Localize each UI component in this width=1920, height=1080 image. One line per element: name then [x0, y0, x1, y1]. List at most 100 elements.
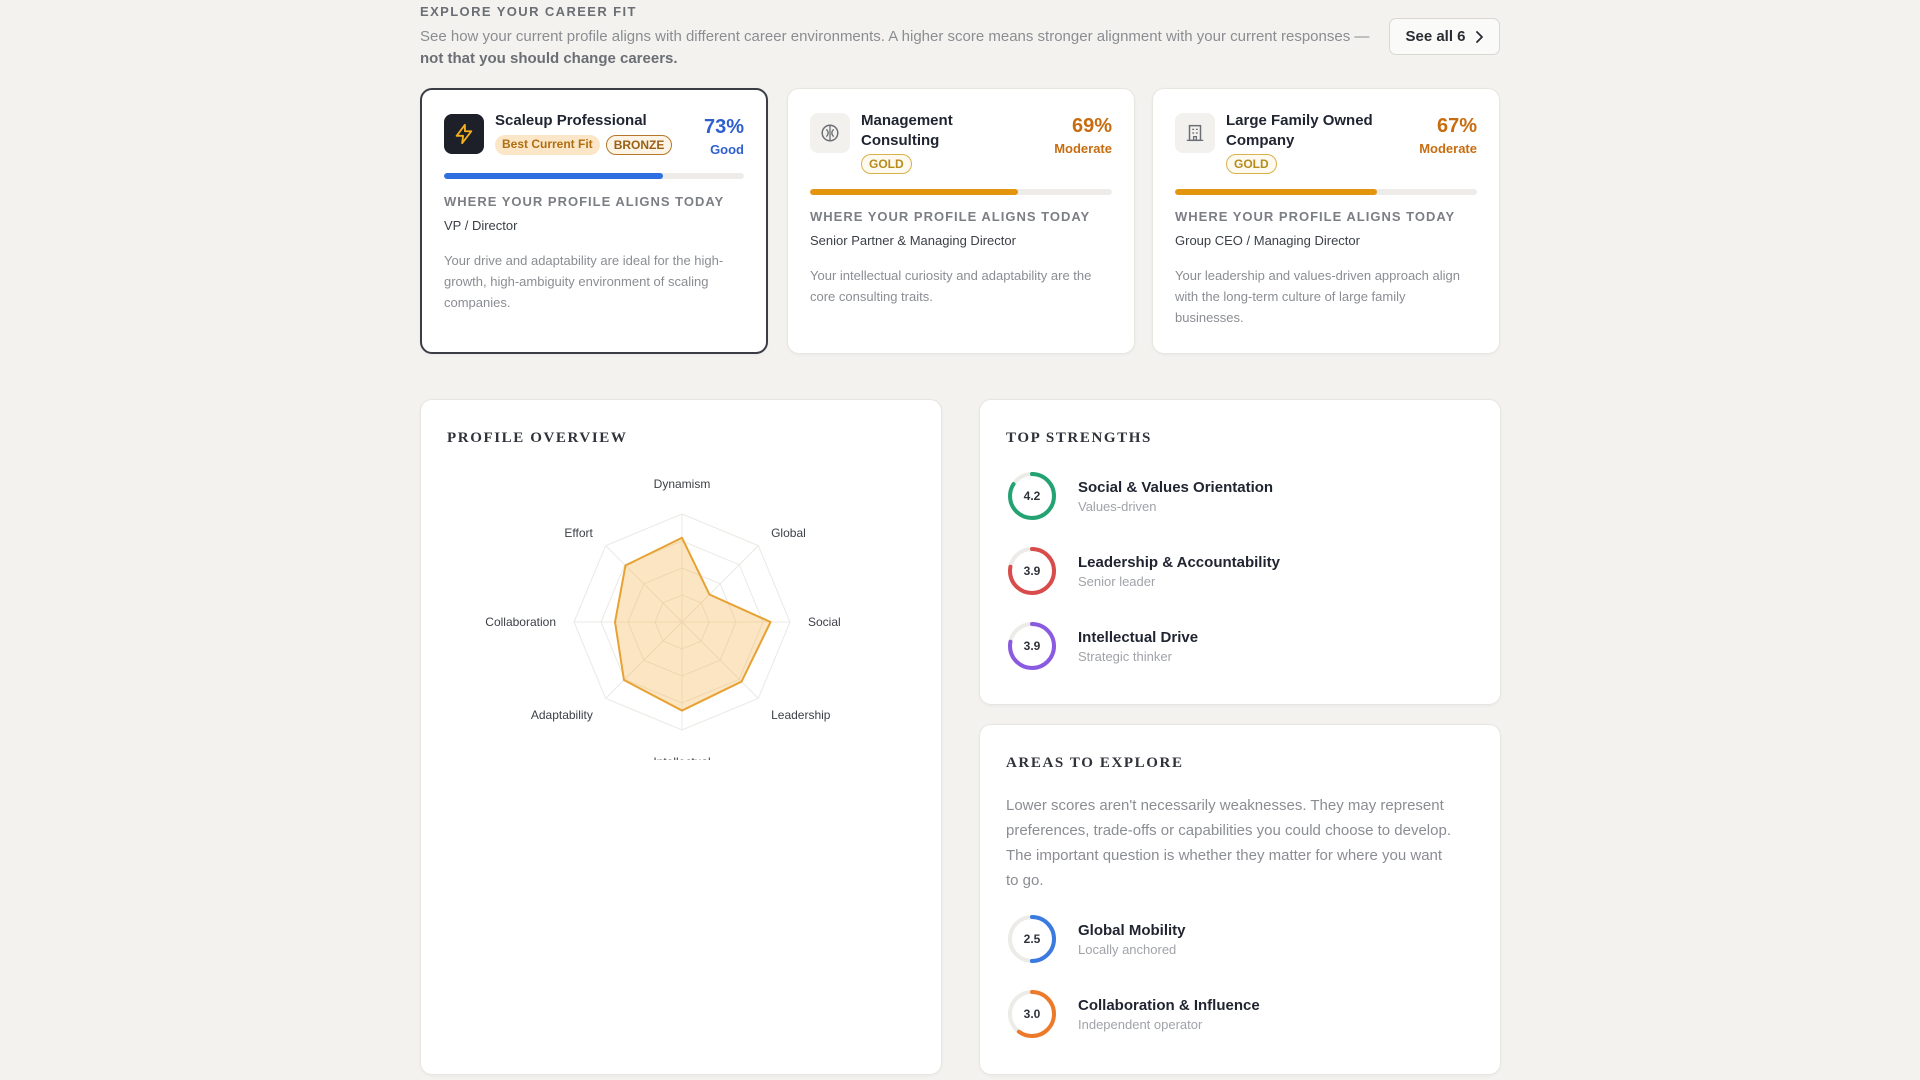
panel-heading: AREAS TO EXPLORE [1006, 755, 1184, 771]
radar-spoke [681, 545, 759, 623]
card-title: Scaleup Professional [495, 112, 647, 129]
radar-spoke [605, 545, 683, 623]
career-card-family-company[interactable]: Large Family Owned Company GOLD 67% Mode… [1152, 88, 1500, 354]
section-label: EXPLORE YOUR CAREER FIT [420, 4, 637, 19]
card-rating: Moderate [1054, 141, 1112, 156]
panel-heading: PROFILE OVERVIEW [447, 430, 628, 446]
intro-text-bold: not that you should change careers. [420, 50, 678, 67]
radar-spoke [681, 621, 759, 699]
strength-item: 3.9 Leadership & Accountability Senior le… [1006, 545, 1280, 597]
see-all-label: See all 6 [1405, 28, 1466, 45]
fit-progress-bar [444, 173, 744, 179]
item-text: Social & Values Orientation Values-driven [1078, 478, 1273, 515]
fit-progress-fill [1175, 189, 1378, 195]
card-badges: GOLD [1226, 154, 1277, 174]
card-role: Senior Partner & Managing Director [810, 233, 1016, 248]
score-value: 3.9 [1023, 639, 1041, 653]
explore-item: 2.5 Global Mobility Locally anchored [1006, 913, 1186, 965]
intro-text: See how your current profile aligns with… [420, 26, 1390, 70]
explore-item: 3.0 Collaboration & Influence Independent… [1006, 988, 1260, 1040]
fit-progress-fill [444, 173, 663, 179]
fit-progress-bar [810, 189, 1112, 195]
card-description: Your leadership and values-driven approa… [1175, 268, 1460, 325]
tier-badge: BRONZE [605, 135, 673, 155]
radar-axis-label: Leadership [771, 708, 831, 722]
aligns-label: WHERE YOUR PROFILE ALIGNS TODAY [810, 209, 1091, 224]
item-text: Collaboration & Influence Independent ope… [1078, 996, 1260, 1033]
radar-axis-label: Collaboration [485, 615, 556, 629]
item-text: Global Mobility Locally anchored [1078, 921, 1186, 958]
card-percent: 67% [1436, 115, 1477, 137]
item-name: Social & Values Orientation [1078, 478, 1274, 496]
card-description: Your drive and adaptability are ideal fo… [444, 253, 724, 310]
card-rating: Good [710, 142, 744, 157]
card-title: Management Consulting [861, 112, 953, 149]
radar-axis-label: Social [808, 615, 841, 629]
score-value: 3.0 [1023, 1007, 1041, 1021]
see-all-button[interactable]: See all 6 [1389, 18, 1500, 55]
ring-fill [1008, 990, 1056, 1038]
radar-axis-label: Global [771, 526, 806, 540]
areas-to-explore-panel: AREAS TO EXPLORE Lower scores aren't nec… [979, 724, 1501, 1075]
brain-icon [810, 113, 850, 153]
tier-badge: GOLD [1226, 154, 1277, 174]
radar-profile-shape [614, 536, 772, 712]
card-rating: Moderate [1419, 141, 1477, 156]
card-title: Large Family Owned Company [1226, 112, 1373, 149]
card-badges: Best Current Fit BRONZE [495, 135, 673, 155]
top-strengths-panel: TOP STRENGTHS 4.2 Social & Values Orient… [979, 399, 1501, 705]
tier-badge: GOLD [861, 154, 912, 174]
score-ring: 2.5 [1006, 913, 1058, 965]
fit-progress-bar [1175, 189, 1477, 195]
score-ring: 3.0 [1006, 988, 1058, 1040]
career-card-scaleup[interactable]: Scaleup Professional Best Current Fit BR… [420, 88, 768, 354]
card-role: VP / Director [444, 218, 518, 233]
profile-overview-panel: PROFILE OVERVIEW Dynamism Global Social Lea… [420, 399, 942, 1075]
score-value: 4.2 [1023, 489, 1041, 503]
radar-axis-label: Adaptability [531, 708, 593, 722]
panel-heading: TOP STRENGTHS [1006, 430, 1152, 446]
item-name: Collaboration & Influence [1078, 996, 1260, 1014]
score-ring: 3.9 [1006, 545, 1058, 597]
ring-fill [1008, 547, 1056, 595]
aligns-label: WHERE YOUR PROFILE ALIGNS TODAY [1175, 209, 1456, 224]
item-name: Intellectual Drive [1078, 628, 1199, 646]
fit-progress-fill [810, 189, 1019, 195]
item-subtitle: Independent operator [1078, 1016, 1203, 1032]
item-subtitle: Senior leader [1078, 573, 1156, 589]
radar-axis-label: Dynamism [654, 477, 711, 491]
strength-item: 3.9 Intellectual Drive Strategic thinker [1006, 620, 1198, 672]
item-text: Leadership & Accountability Senior leader [1078, 553, 1280, 590]
card-percent: 69% [1071, 115, 1112, 137]
radar-axis-label: Effort [564, 526, 593, 540]
lightning-icon [444, 114, 484, 154]
ring-fill [1008, 472, 1056, 520]
best-fit-badge: Best Current Fit [495, 135, 600, 155]
item-subtitle: Values-driven [1078, 498, 1157, 514]
strength-item: 4.2 Social & Values Orientation Values-dr… [1006, 470, 1273, 522]
item-subtitle: Locally anchored [1078, 941, 1177, 957]
building-icon [1175, 113, 1215, 153]
item-subtitle: Strategic thinker [1078, 648, 1172, 664]
explore-description: Lower scores aren't necessarily weakness… [1006, 797, 1451, 889]
card-percent: 73% [703, 116, 744, 138]
career-card-consulting[interactable]: Management Consulting GOLD 69% Moderate … [787, 88, 1135, 354]
item-name: Global Mobility [1078, 921, 1186, 939]
item-text: Intellectual Drive Strategic thinker [1078, 628, 1198, 665]
ring-fill [1008, 915, 1056, 963]
score-ring: 3.9 [1006, 620, 1058, 672]
intro-text-main: See how your current profile aligns with… [420, 28, 1370, 45]
radar-chart: Dynamism Global Social Leadership Intellectu… [485, 477, 841, 760]
score-ring: 4.2 [1006, 470, 1058, 522]
radar-axis-label: Intellectual [653, 755, 710, 760]
score-value: 3.9 [1023, 564, 1041, 578]
card-badges: GOLD [861, 154, 912, 174]
card-description: Your intellectual curiosity and adaptabi… [810, 268, 1092, 304]
radar-spoke [605, 621, 683, 699]
score-value: 2.5 [1023, 932, 1041, 946]
ring-fill [1008, 622, 1056, 670]
item-name: Leadership & Accountability [1078, 553, 1280, 571]
aligns-label: WHERE YOUR PROFILE ALIGNS TODAY [444, 194, 725, 209]
chevron-right-icon [1475, 30, 1483, 43]
card-role: Group CEO / Managing Director [1175, 233, 1360, 248]
